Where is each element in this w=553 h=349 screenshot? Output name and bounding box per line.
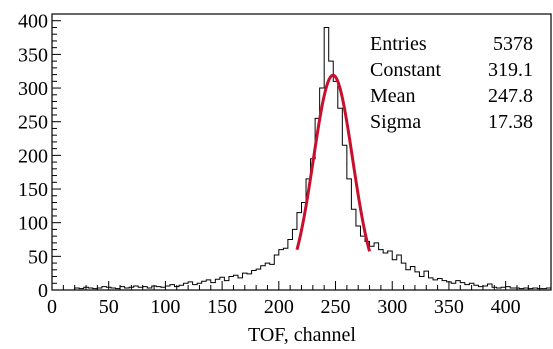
x-tick-label: 50 xyxy=(99,296,119,318)
y-tick-label: 50 xyxy=(28,246,48,268)
axis-ticks xyxy=(51,13,552,291)
x-axis-label: TOF, channel xyxy=(248,324,356,346)
stats-entries-value: 5378 xyxy=(493,33,533,55)
tick-labels: 0 50 100 150 200 250 300 350 400 0 50 100 150 200 250 3… xyxy=(18,11,521,318)
stats-sigma-value: 17.38 xyxy=(488,111,533,133)
y-tick-label: 350 xyxy=(18,44,48,66)
stats-entries-label: Entries xyxy=(370,33,427,55)
y-tick-label: 400 xyxy=(18,11,48,33)
stats-box: Entries 5378 Constant 319.1 Mean 247.8 S… xyxy=(370,33,533,133)
x-tick-label: 300 xyxy=(377,296,407,318)
stats-sigma-label: Sigma xyxy=(370,111,421,133)
y-tick-label: 300 xyxy=(18,78,48,100)
x-tick-label: 400 xyxy=(491,296,521,318)
stats-constant-label: Constant xyxy=(370,59,442,81)
plot-frame xyxy=(51,13,552,291)
stats-constant-value: 319.1 xyxy=(488,59,533,81)
y-tick-label: 250 xyxy=(18,112,48,134)
x-tick-label: 350 xyxy=(434,296,464,318)
stats-mean-value: 247.8 xyxy=(488,85,533,107)
y-tick-label: 150 xyxy=(18,179,48,201)
histogram-step-line xyxy=(52,26,552,291)
x-tick-label: 250 xyxy=(321,296,351,318)
stats-mean-label: Mean xyxy=(370,85,416,107)
x-tick-label: 100 xyxy=(150,296,180,318)
y-tick-label: 0 xyxy=(38,280,48,302)
x-tick-label: 200 xyxy=(264,296,294,318)
x-tick-label: 150 xyxy=(207,296,237,318)
x-tick-label: 0 xyxy=(47,296,57,318)
y-tick-label: 200 xyxy=(18,145,48,167)
y-tick-label: 100 xyxy=(18,213,48,235)
gaussian-fit-curve xyxy=(295,73,371,252)
